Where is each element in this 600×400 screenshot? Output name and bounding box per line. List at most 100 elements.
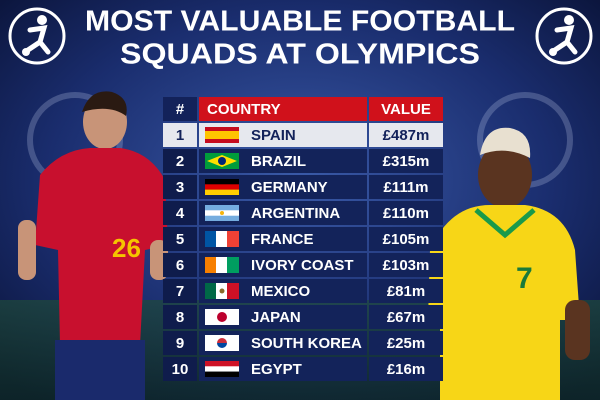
flag-part	[205, 179, 239, 185]
title-line: MOST VALUABLE FOOTBALL	[85, 6, 515, 38]
table-row: 4 ARGENTINA £110m	[163, 201, 443, 225]
value: £487m	[383, 127, 430, 144]
header-text: COUNTRY	[207, 101, 281, 118]
table: # COUNTRY VALUE 1 SPAIN £487m 2 BRAZIL £315m 3 GER…	[163, 97, 443, 381]
table-row: 1 SPAIN £487m	[163, 123, 443, 147]
table-row: 9 SOUTH KOREA £25m	[163, 331, 443, 355]
flag	[205, 335, 239, 351]
player-left: 26	[18, 91, 168, 400]
table-row: 6 IVORY COAST £103m	[163, 253, 443, 277]
country: FRANCE	[251, 231, 314, 248]
cell	[369, 305, 443, 329]
rank: 5	[176, 231, 184, 248]
flag-part	[227, 283, 239, 299]
flag	[205, 309, 239, 325]
flag-part	[217, 343, 227, 348]
cell	[163, 279, 197, 303]
football-icon-right	[535, 7, 593, 65]
cell	[163, 227, 197, 251]
cell	[163, 331, 197, 355]
flag-part	[205, 283, 217, 299]
player-right: 7	[428, 127, 590, 400]
flag	[205, 231, 239, 247]
flag-part	[205, 131, 239, 139]
flag-part	[218, 157, 226, 165]
cell	[163, 175, 197, 199]
table-row: 5 FRANCE £105m	[163, 227, 443, 251]
jersey-number: 7	[516, 262, 533, 295]
country: EGYPT	[251, 361, 302, 378]
table-row: 3 GERMANY £111m	[163, 175, 443, 199]
flag-part	[220, 211, 224, 215]
value: £315m	[383, 153, 430, 170]
flag	[205, 205, 239, 221]
header-text: VALUE	[381, 101, 431, 118]
rank: 3	[176, 179, 184, 196]
cell	[163, 123, 197, 147]
value: £111m	[383, 179, 428, 196]
rank: 2	[176, 153, 184, 170]
cell	[369, 201, 443, 225]
value: £25m	[387, 335, 425, 352]
rank: 4	[176, 205, 185, 222]
header-cell	[369, 97, 443, 121]
cell	[163, 357, 197, 381]
cell	[369, 357, 443, 381]
cell	[369, 331, 443, 355]
cell	[369, 175, 443, 199]
flag-part	[205, 366, 239, 372]
table-row: 2 BRAZIL £315m	[163, 149, 443, 173]
flag-part	[205, 361, 239, 367]
cell	[369, 123, 443, 147]
value: £81m	[387, 283, 425, 300]
value: £16m	[387, 361, 425, 378]
rank: 1	[176, 127, 184, 144]
flag-part	[205, 189, 239, 195]
flag-part	[219, 288, 225, 294]
header-cell	[163, 97, 197, 121]
flag	[205, 283, 239, 299]
country: SPAIN	[251, 127, 296, 144]
flag-part	[205, 257, 217, 273]
cell	[369, 149, 443, 173]
table-row: 7 MEXICO £81m	[163, 279, 443, 303]
country: MEXICO	[251, 283, 311, 300]
cell	[163, 201, 197, 225]
table-row: 8 JAPAN £67m	[163, 305, 443, 329]
header-cell	[199, 97, 367, 121]
rank: 8	[176, 309, 184, 326]
flag	[205, 361, 239, 377]
flag	[205, 153, 239, 169]
rank: 10	[172, 361, 189, 378]
rank: 7	[176, 283, 184, 300]
cell	[369, 253, 443, 277]
country: SOUTH KOREA	[251, 335, 362, 352]
value: £105m	[383, 231, 430, 248]
cell	[369, 279, 443, 303]
country: BRAZIL	[251, 153, 306, 170]
cell	[369, 227, 443, 251]
football-icon-left	[8, 7, 66, 65]
flag-part	[216, 257, 228, 273]
value: £103m	[383, 257, 430, 274]
flag-part	[205, 371, 239, 377]
flag-part	[217, 338, 227, 343]
flag-part	[205, 184, 239, 190]
flag-part	[216, 231, 228, 247]
flag	[205, 127, 239, 143]
flag-part	[227, 231, 239, 247]
cell	[163, 253, 197, 277]
rank: 9	[176, 335, 184, 352]
flag-part	[217, 312, 227, 322]
title-line: SQUADS AT OLYMPICS	[120, 39, 480, 71]
jersey-number: 26	[112, 233, 141, 263]
table-row: 10 EGYPT £16m	[163, 357, 443, 381]
value: £110m	[383, 205, 429, 222]
country: JAPAN	[251, 309, 301, 326]
country: ARGENTINA	[251, 205, 340, 222]
country: IVORY COAST	[251, 257, 354, 274]
flag-part	[227, 257, 239, 273]
value: £67m	[387, 309, 425, 326]
flag	[205, 179, 239, 195]
